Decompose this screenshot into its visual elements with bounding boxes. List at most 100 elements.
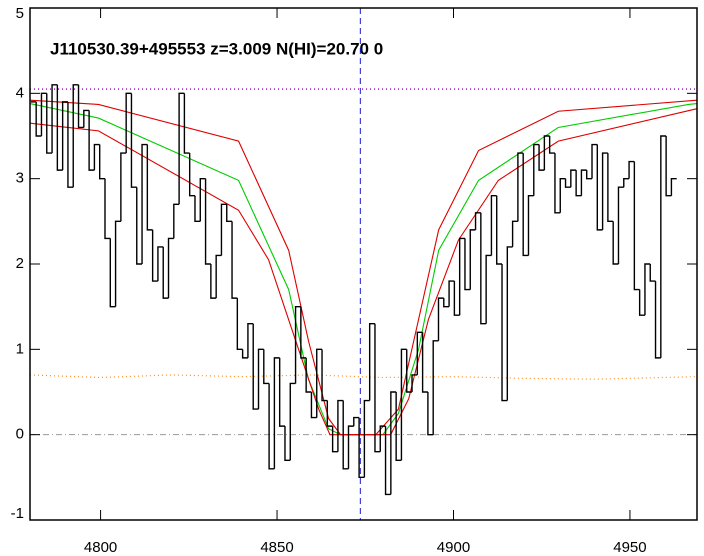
flux-step [580,169,587,196]
flux-step [411,374,418,392]
flux-step [379,425,386,452]
flux-step [485,254,492,324]
flux-step [443,298,450,308]
flux-step [77,84,84,129]
flux-step [506,246,513,401]
flux-step [617,186,624,264]
flux-step [564,178,571,188]
flux-step [257,348,264,410]
flux-step [395,392,402,461]
flux-step [326,400,333,427]
flux-step [623,177,630,188]
flux-step [548,136,555,154]
flux-step [204,178,211,265]
flux-step [390,391,397,495]
flux-step [120,152,127,222]
flux-step [368,323,375,401]
flux-step [93,143,100,171]
flux-step [638,289,645,316]
y-tick-label: -1 [11,505,24,522]
flux-step [247,323,254,358]
flux-step [236,298,243,351]
flux-step [173,203,180,239]
flux-step [305,357,312,393]
flux-step [263,349,270,385]
flux-step [363,399,370,478]
chart-title: J110530.39+495553 z=3.009 N(HI)=20.70 0 [50,39,383,58]
flux-step [628,160,635,179]
flux-step [660,135,667,358]
flux-step [347,425,354,469]
y-tick-label: 2 [16,255,24,272]
flux-step [294,305,301,384]
flux-step [278,357,285,427]
flux-step [586,170,593,180]
flux-step [665,136,672,197]
x-tick-label: 4800 [84,539,117,556]
flux-step [300,306,307,359]
flux-step [591,143,598,179]
flux-step [35,101,42,137]
flux-step [480,212,487,325]
model-curve [29,108,698,436]
flux-step [543,135,550,171]
flux-step [67,101,74,188]
flux-step [575,170,582,197]
flux-step [252,323,259,410]
flux-step [51,84,58,154]
flux-step [490,195,497,256]
flux-step [342,400,349,470]
flux-step [46,93,53,154]
flux-step [654,281,661,359]
y-tick-label: 1 [16,340,24,357]
flux-step [337,399,344,452]
flux-step [98,144,105,180]
flux-step [289,382,296,461]
flux-step [554,153,561,214]
flux-step [458,237,465,316]
flux-step [151,229,158,282]
flux-step [596,144,603,231]
x-tick-label: 4950 [613,539,646,556]
flux-step [469,229,476,290]
flux-step [104,178,111,240]
flux-step [384,426,391,496]
x-tick-label: 4900 [437,539,470,556]
flux-step [437,297,444,341]
flux-step [374,323,381,453]
flux-step [533,143,540,196]
flux-step [40,92,47,136]
flux-step [146,144,153,231]
flux-step [61,101,68,171]
flux-step [522,153,529,257]
y-tick-label: 0 [16,426,24,443]
flux-step [157,246,164,282]
flux-step [538,144,545,171]
flux-step [353,416,360,427]
flux-step [199,177,206,222]
flux-step [72,84,79,188]
flux-step [453,281,460,316]
y-tick-label: 3 [16,170,24,187]
flux-step [321,349,328,402]
flux-step [448,280,455,307]
flux-step [501,264,508,402]
flux-step [612,221,619,265]
flux-step [273,357,280,469]
flux-step [141,143,148,264]
flux-step [114,220,121,307]
x-tick-label: 4850 [260,539,293,556]
y-tick-label: 4 [16,84,24,101]
flux-step [220,203,227,256]
flux-step [601,152,608,230]
flux-step [464,238,471,291]
flux-step [427,392,434,436]
flux-step [644,263,651,316]
flux-step [496,195,503,265]
flux-step [268,383,275,470]
flux-step [215,254,222,299]
flux-step [136,187,143,265]
